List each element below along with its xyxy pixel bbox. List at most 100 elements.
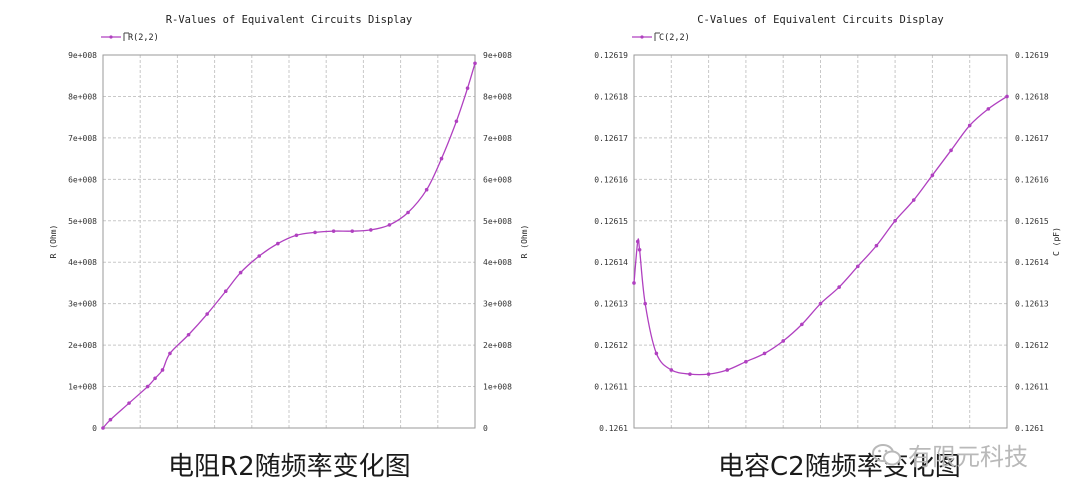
- chart-r-data-point: [257, 254, 262, 258]
- chart-r-data-point: [145, 384, 150, 389]
- chart-r-data-point: [108, 417, 113, 422]
- chart-c-data-point: [635, 239, 640, 244]
- chart-r-data-point: [101, 426, 105, 430]
- chart-c-ytick-right: 0.12619: [1015, 51, 1049, 60]
- chart-c-data-point: [781, 339, 785, 343]
- chart-c-ytick-left: 0.1261: [599, 424, 628, 433]
- chart-c-data-point: [744, 359, 748, 364]
- chart-c-data-point: [637, 247, 642, 252]
- chart-r-plot-frame: [102, 54, 476, 429]
- caption-capacitance: 电容C2随频率变化图: [718, 452, 961, 482]
- chart-c-data-point: [818, 301, 823, 306]
- chart-r-ytick-left: 3e+008: [68, 300, 97, 309]
- chart-c-ylabel-right: C (pF): [1052, 227, 1061, 256]
- chart-c-ytick-right: 0.12615: [1015, 217, 1049, 226]
- chart-c-ytick-right: 0.12617: [1015, 134, 1049, 143]
- chart-c-ytick-right: 0.12612: [1015, 341, 1049, 350]
- chart-c-data-point: [800, 322, 804, 327]
- chart-c-ytick-right: 0.12613: [1015, 300, 1049, 309]
- chart-r-data-point: [186, 332, 191, 337]
- chart-r-values: 0 0 1e+008 1e+008 2e+008 2e+008 3e+008 3e+008 4e…: [0, 0, 540, 498]
- caption-resistance: 电阻R2随频率变化图: [168, 452, 411, 482]
- chart-r-data-point: [439, 156, 444, 161]
- chart-c-data-point: [837, 285, 841, 289]
- chart-r-data-point: [294, 233, 299, 238]
- chart-r-data-point: [350, 229, 355, 233]
- chart-r-ytick-left: 4e+008: [68, 258, 97, 267]
- chart-r-ytick-left: 6e+008: [68, 175, 97, 184]
- chart-c-data-point: [1005, 94, 1009, 99]
- chart-c-data-point: [874, 243, 879, 248]
- chart-r-data-point: [387, 223, 392, 227]
- chart-r-ytick-left: 7e+008: [68, 134, 97, 143]
- watermark-text: 有限元科技: [908, 443, 1028, 471]
- chart-r-data-point: [160, 368, 165, 372]
- chart-c-data-point: [930, 173, 935, 177]
- chart-r-data-point: [153, 376, 157, 381]
- chart-r-title: R-Values of Equivalent Circuits Display: [166, 14, 413, 26]
- chart-c-ytick-left: 0.12612: [594, 341, 628, 350]
- chart-c-ytick-right: 0.12618: [1015, 92, 1049, 101]
- chart-r-data-point: [238, 270, 243, 275]
- chart-c-ytick-left: 0.12618: [594, 92, 628, 101]
- chart-r-ytick-right: 3e+008: [483, 300, 512, 309]
- chart-r-ytick-left: 1e+008: [68, 383, 97, 392]
- chart-c-data-point: [986, 107, 991, 111]
- chart-r-ylabel-right: R (Ohm): [520, 225, 529, 259]
- chart-r-data-point: [313, 230, 317, 235]
- chart-r-data-point: [454, 119, 459, 124]
- chart-c-data-point: [654, 351, 659, 356]
- chart-c-data-point: [706, 372, 711, 376]
- chart-c-data-point: [643, 301, 647, 306]
- chart-r-data-point: [331, 229, 336, 233]
- chart-c-ytick-left: 0.12613: [594, 300, 628, 309]
- chart-c-data-point: [632, 281, 636, 285]
- wechat-icon: [872, 443, 901, 465]
- chart-r-legend-marker: [109, 35, 113, 39]
- chart-c-svg: 0.1261 0.1261 0.12611 0.12611 0.12612 0.12612…: [594, 14, 1061, 433]
- chart-r-legend-label: R(2,2): [128, 33, 159, 43]
- chart-r-data-point: [406, 210, 410, 215]
- chart-c-data-point: [688, 372, 692, 376]
- chart-r-ytick-left: 5e+008: [68, 217, 97, 226]
- chart-c-title: C-Values of Equivalent Circuits Display: [697, 14, 944, 26]
- chart-r-svg: 0 0 1e+008 1e+008 2e+008 2e+008 3e+008 3e+008 4e…: [49, 14, 529, 433]
- chart-r-ylabel-left: R (Ohm): [49, 225, 58, 259]
- chart-c-legend-label: C(2,2): [659, 33, 690, 43]
- chart-r-data-point: [424, 187, 429, 192]
- chart-c-plot-frame: [633, 54, 1008, 429]
- chart-r-ytick-right: 8e+008: [483, 92, 512, 101]
- chart-r-ytick-right: 1e+008: [483, 383, 512, 392]
- chart-r-data-point: [276, 241, 280, 246]
- chart-c-series-line: [633, 95, 1008, 376]
- chart-r-data-point: [369, 228, 373, 232]
- chart-r-ytick-right: 2e+008: [483, 341, 512, 350]
- chart-c-data-point: [725, 368, 730, 372]
- chart-r-ytick-left: 2e+008: [68, 341, 97, 350]
- chart-c-values: 0.1261 0.1261 0.12611 0.12611 0.12612 0.12612…: [540, 0, 1080, 498]
- chart-c-ytick-right: 0.12614: [1015, 258, 1049, 267]
- chart-c-legend-marker: [640, 35, 644, 39]
- chart-c-data-point: [911, 198, 916, 202]
- watermark: 有限元科技: [872, 437, 1028, 472]
- chart-r-ytick-right: 9e+008: [483, 51, 512, 60]
- chart-c-ytick-right: 0.12611: [1015, 383, 1049, 392]
- chart-c-data-point: [893, 218, 897, 223]
- chart-c-ytick-left: 0.12611: [594, 383, 628, 392]
- chart-c-ytick-right: 0.12616: [1015, 175, 1049, 184]
- chart-r-ytick-left: 0: [92, 424, 97, 433]
- chart-c-data-point: [856, 264, 860, 269]
- chart-r-data-point: [223, 289, 228, 294]
- chart-c-data-point: [669, 368, 674, 372]
- chart-c-ytick-left: 0.12614: [594, 258, 628, 267]
- chart-r-ytick-right: 0: [483, 424, 488, 433]
- chart-c-ytick-left: 0.12617: [594, 134, 628, 143]
- chart-r-data-point: [168, 351, 172, 356]
- chart-r-data-point: [465, 86, 470, 90]
- chart-r-ytick-left: 9e+008: [68, 51, 97, 60]
- chart-c-data-point: [967, 123, 972, 128]
- chart-c-ytick-left: 0.12615: [594, 217, 628, 226]
- chart-r-data-point: [127, 401, 131, 405]
- chart-c-data-point: [762, 351, 767, 356]
- chart-r-ytick-right: 7e+008: [483, 134, 512, 143]
